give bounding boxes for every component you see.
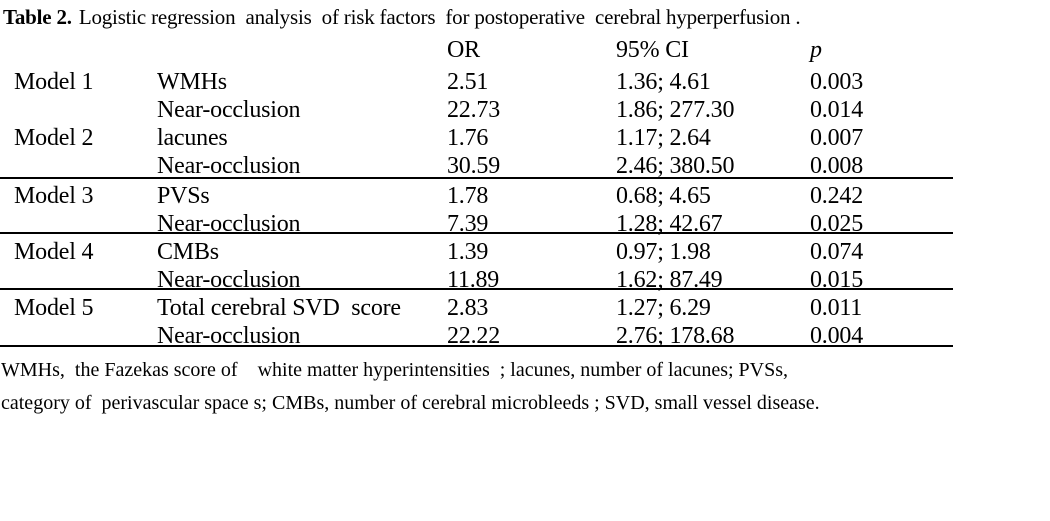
p-value: 0.074 [810, 239, 864, 265]
ci-value: 0.68; 4.65 [616, 183, 711, 209]
or-value: 2.83 [447, 295, 489, 321]
risk-factor: Near-occlusion [157, 97, 301, 123]
ci-value: 0.97; 1.98 [616, 239, 711, 265]
model-label: Model 3 [14, 183, 94, 209]
ci-value: 1.17; 2.64 [616, 125, 711, 151]
table-row-model4-cmbs: Model 4 CMBs 1.39 0.97; 1.98 0.074 [0, 238, 953, 266]
risk-factor: WMHs [157, 69, 227, 95]
header-p: p [810, 37, 822, 63]
ci-value: 1.36; 4.61 [616, 69, 711, 95]
table-row-model5-svdscore: Model 5 Total cerebral SVD score 2.83 1.… [0, 294, 953, 322]
p-value: 0.008 [810, 153, 864, 179]
risk-factor: lacunes [157, 125, 228, 151]
header-95ci: 95% CI [616, 37, 689, 63]
risk-factor: CMBs [157, 239, 219, 265]
ci-value: 1.27; 6.29 [616, 295, 711, 321]
table-row-model2-lacunes: Model 2 lacunes 1.76 1.17; 2.64 0.007 [0, 124, 953, 152]
table-row-model1-nearocclusion: Near-occlusion 22.73 1.86; 277.30 0.014 [0, 96, 953, 124]
footnote-line-2: category of perivascular space s; CMBs, … [1, 392, 820, 414]
or-value: 2.51 [447, 69, 489, 95]
model-label: Model 5 [14, 295, 94, 321]
table-row-model1-wmhs: Model 1 WMHs 2.51 1.36; 4.61 0.003 [0, 68, 953, 96]
risk-factor: Near-occlusion [157, 323, 301, 349]
model-label: Model 4 [14, 239, 94, 265]
table-row-model3-pvss: Model 3 PVSs 1.78 0.68; 4.65 0.242 [0, 182, 953, 210]
ci-value: 1.86; 277.30 [616, 97, 735, 123]
p-value: 0.011 [810, 295, 863, 321]
or-value: 1.78 [447, 183, 489, 209]
table-rule [0, 177, 953, 179]
risk-factor: Near-occlusion [157, 153, 301, 179]
risk-factor: PVSs [157, 183, 210, 209]
or-value: 30.59 [447, 153, 501, 179]
p-value: 0.242 [810, 183, 864, 209]
ci-value: 2.76; 178.68 [616, 323, 735, 349]
table-row-model2-nearocclusion: Near-occlusion 30.59 2.46; 380.50 0.008 [0, 152, 953, 180]
p-value: 0.003 [810, 69, 864, 95]
or-value: 1.39 [447, 239, 489, 265]
table-bottom-rule [0, 345, 953, 347]
p-value: 0.007 [810, 125, 864, 151]
header-or: OR [447, 37, 480, 63]
table-rule [0, 232, 953, 234]
table-number-label: Table 2. [3, 5, 72, 29]
or-value: 1.76 [447, 125, 489, 151]
or-value: 22.73 [447, 97, 501, 123]
p-value: 0.014 [810, 97, 864, 123]
or-value: 22.22 [447, 323, 501, 349]
risk-factor: Total cerebral SVD score [157, 295, 401, 321]
table-row-model5-nearocclusion: Near-occlusion 22.22 2.76; 178.68 0.004 [0, 322, 953, 350]
model-label: Model 2 [14, 125, 94, 151]
table-rule [0, 288, 953, 290]
table-caption-text: Logistic regression analysis of risk fac… [78, 5, 801, 29]
table-header-row: OR 95% CI p [0, 36, 953, 64]
table-caption: Table 2. Logistic regression analysis of … [3, 4, 801, 31]
footnote-line-1: WMHs, the Fazekas score of white matter … [1, 359, 789, 381]
p-value: 0.004 [810, 323, 864, 349]
model-label: Model 1 [14, 69, 94, 95]
ci-value: 2.46; 380.50 [616, 153, 735, 179]
